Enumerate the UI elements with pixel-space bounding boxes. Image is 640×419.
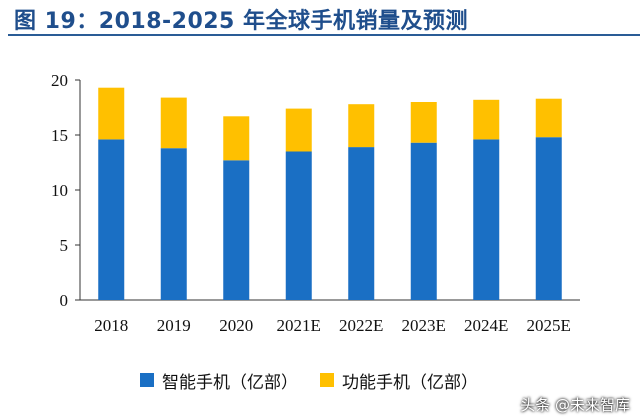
legend-swatch-feature xyxy=(320,373,334,387)
bar-smart xyxy=(98,139,125,300)
x-tick-label: 2018 xyxy=(94,316,128,335)
legend-label-smart: 智能手机（亿部） xyxy=(162,372,298,393)
bar-feature xyxy=(223,116,250,161)
bar-feature xyxy=(535,98,562,138)
bar-smart xyxy=(223,160,250,300)
y-tick-label: 15 xyxy=(51,126,68,145)
bar-feature xyxy=(348,104,375,148)
bar-smart xyxy=(285,151,312,300)
legend-item-smart: 智能手机（亿部） xyxy=(140,368,298,393)
y-tick-label: 5 xyxy=(60,236,69,255)
x-tick-label: 2022E xyxy=(339,316,383,335)
legend-swatch-smart xyxy=(140,373,154,387)
x-tick-label: 2019 xyxy=(157,316,191,335)
y-tick-label: 20 xyxy=(51,71,68,90)
legend: 智能手机（亿部） 功能手机（亿部） xyxy=(140,368,500,393)
legend-label-feature: 功能手机（亿部） xyxy=(342,372,478,393)
bar-smart xyxy=(348,147,375,300)
y-tick-label: 0 xyxy=(60,291,69,310)
y-tick-label: 10 xyxy=(51,181,68,200)
bar-smart xyxy=(473,139,500,300)
x-tick-label: 2023E xyxy=(402,316,446,335)
bar-feature xyxy=(473,99,500,140)
bar-feature xyxy=(410,102,437,143)
bar-smart xyxy=(535,137,562,300)
bar-smart xyxy=(410,142,437,300)
x-tick-label: 2025E xyxy=(527,316,571,335)
x-tick-label: 2020 xyxy=(219,316,253,335)
bar-smart xyxy=(160,148,187,300)
bar-feature xyxy=(285,108,312,152)
watermark: 头条 @未来智库 xyxy=(520,396,630,414)
stacked-bar-chart: 0 5 10 15 20 2018 2019 2020 2021E 2022E 2023E 2024E… xyxy=(51,71,580,335)
x-tick-label: 2024E xyxy=(464,316,508,335)
title-bar: 图 19：2018-2025 年全球手机销量及预测 xyxy=(8,0,640,36)
legend-item-feature: 功能手机（亿部） xyxy=(320,368,478,393)
bar-feature xyxy=(98,87,125,140)
bar-feature xyxy=(160,97,187,149)
figure-title: 图 19：2018-2025 年全球手机销量及预测 xyxy=(14,9,469,34)
x-tick-label: 2021E xyxy=(277,316,321,335)
